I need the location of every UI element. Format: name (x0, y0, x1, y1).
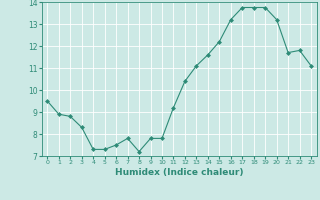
X-axis label: Humidex (Indice chaleur): Humidex (Indice chaleur) (115, 168, 244, 177)
